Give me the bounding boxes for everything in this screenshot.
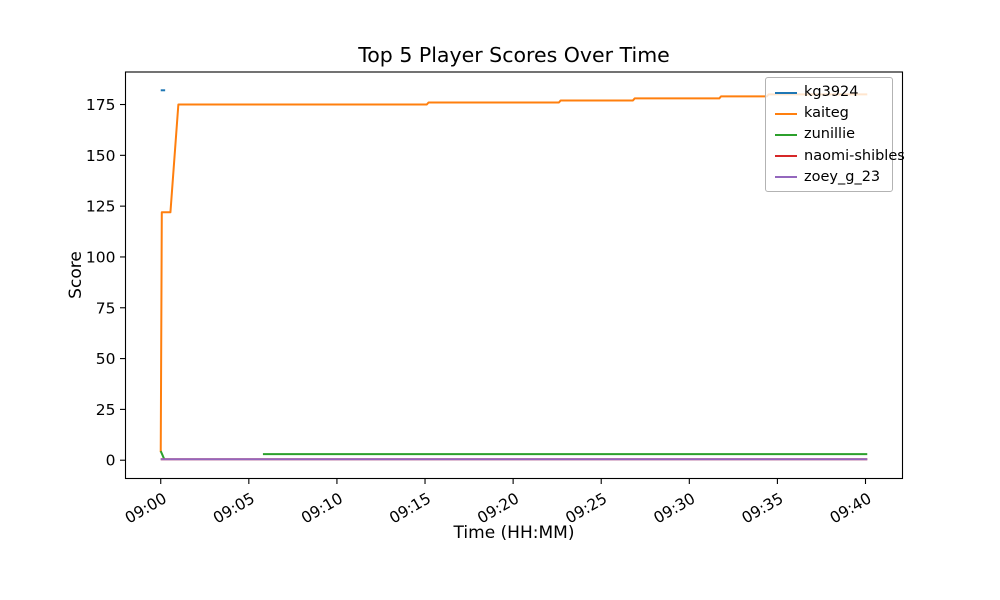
y-tick-label: 50 [96, 350, 116, 368]
y-tick-label: 75 [96, 299, 116, 317]
y-tick-label: 175 [86, 96, 116, 114]
legend-line-swatch [775, 112, 797, 115]
x-tick-label: 09:25 [563, 489, 611, 527]
y-tick-label: 100 [86, 248, 116, 266]
legend-label: zunillie [804, 126, 856, 143]
legend-item-zoey_g_23: zoey_g_23 [775, 168, 883, 185]
x-tick-label: 09:10 [298, 489, 346, 527]
series-line-kaiteg [159, 93, 868, 453]
legend-line-swatch [775, 155, 797, 158]
x-tick-label: 09:05 [210, 489, 258, 527]
y-tick-label: 25 [96, 401, 116, 419]
y-tick-label: 125 [86, 198, 116, 216]
legend-label: kaiteg [804, 105, 849, 122]
legend-label: naomi-shibles [804, 147, 905, 164]
x-tick-label: 09:35 [739, 489, 787, 527]
x-tick-label: 09:20 [474, 489, 522, 527]
legend-item-naomi-shibles: naomi-shibles [775, 148, 905, 164]
x-tick-label: 09:15 [386, 489, 434, 527]
x-axis-label: Time (HH:MM) [453, 523, 575, 543]
legend-label: zoey_g_23 [804, 168, 881, 185]
legend-item-kg3924: kg3924 [775, 84, 883, 100]
legend-line-swatch [775, 134, 797, 137]
legend-item-zunillie: zunillie [775, 127, 883, 142]
x-tick-label: 09:40 [827, 489, 875, 527]
axes-frame [124, 71, 904, 480]
legend-label: kg3924 [804, 84, 859, 100]
legend-item-kaiteg: kaiteg [775, 105, 883, 122]
x-tick-label: 09:00 [122, 489, 170, 527]
y-tick-label: 150 [86, 147, 116, 165]
series-line-zunillie [159, 450, 166, 460]
legend-line-swatch [775, 91, 797, 94]
chart-title: Top 5 Player Scores Over Time [358, 43, 670, 67]
legend: kg3924 kaiteg zunillie naomi-shibles zoey_g_… [765, 77, 905, 193]
y-tick-label: 0 [106, 452, 116, 470]
x-tick-label: 09:30 [651, 489, 699, 527]
legend-line-swatch [775, 176, 797, 179]
